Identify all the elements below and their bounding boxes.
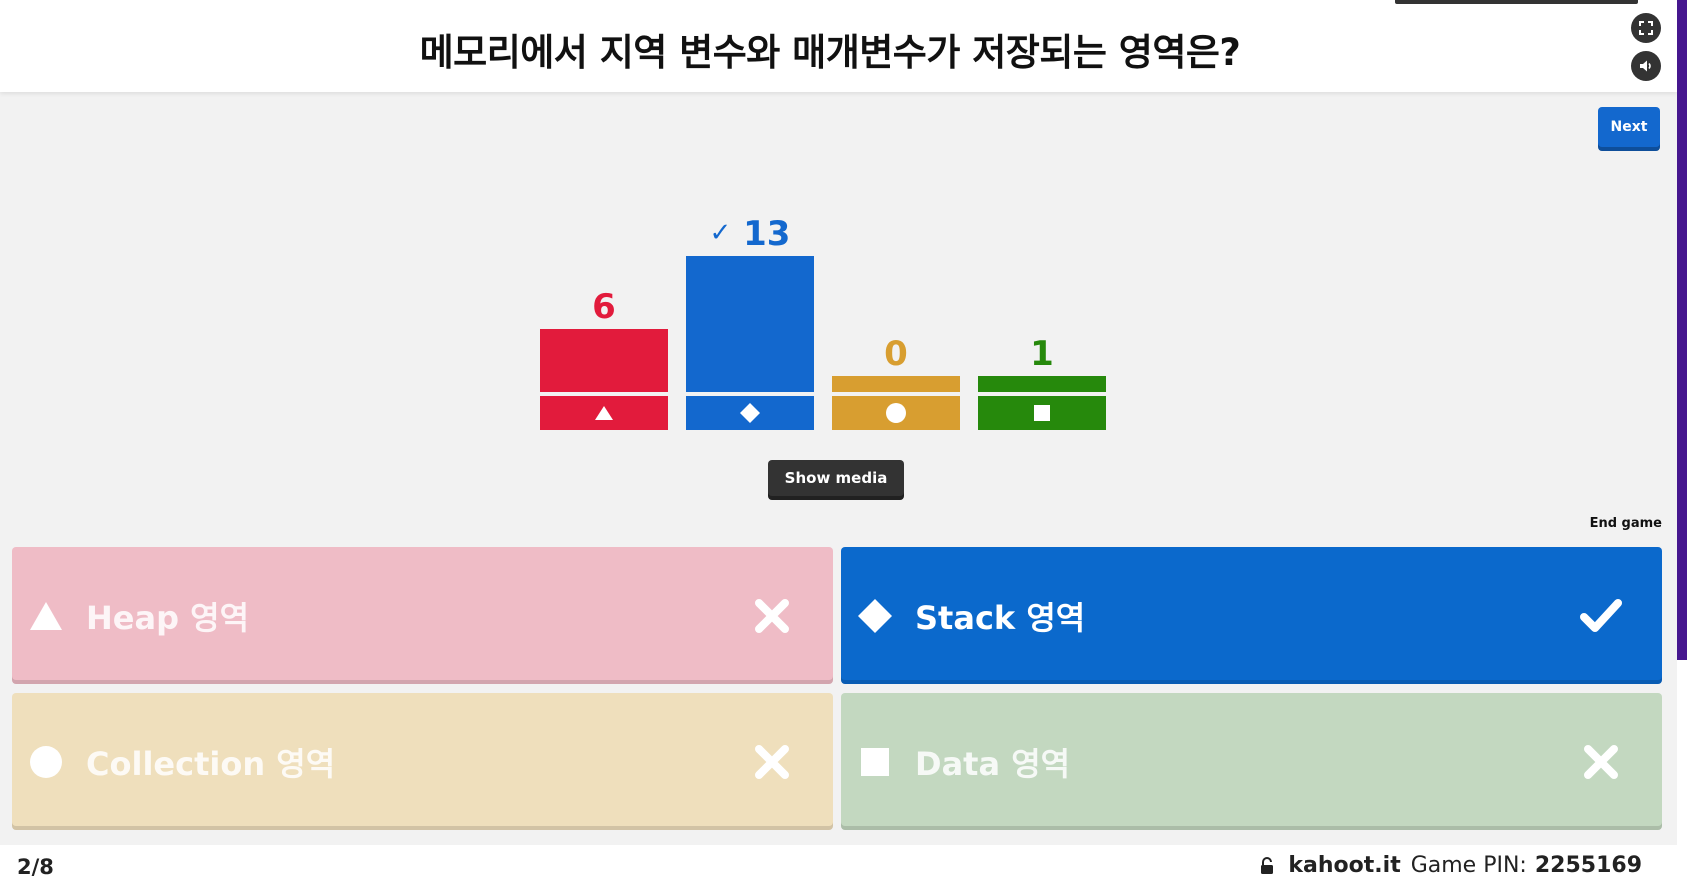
diamond-icon xyxy=(855,596,895,636)
end-game-link[interactable]: End game xyxy=(1589,516,1662,531)
answer-stack: Stack 영역 xyxy=(841,547,1662,684)
answer-label: Heap 영역 xyxy=(86,598,250,637)
sound-button[interactable] xyxy=(1631,51,1661,81)
answer-data: Data 영역 xyxy=(841,693,1662,830)
bar-triangle xyxy=(540,329,668,392)
diamond-icon xyxy=(686,396,814,430)
game-pin-area: kahoot.it Game PIN: 2255169 xyxy=(1260,853,1642,878)
answer-results-chart: 6 ✓ 13 0 1 xyxy=(540,200,1140,440)
bar-square xyxy=(978,376,1106,392)
answer-heap: Heap 영역 xyxy=(12,547,833,684)
square-icon xyxy=(855,742,895,782)
bar-column-square: 1 xyxy=(978,332,1106,430)
triangle-icon xyxy=(26,596,66,636)
window-edge-strip xyxy=(1677,0,1687,660)
cross-icon xyxy=(749,593,795,639)
answer-label: Collection 영역 xyxy=(86,744,336,783)
fullscreen-button[interactable] xyxy=(1631,13,1661,43)
circle-icon xyxy=(832,396,960,430)
lock-icon xyxy=(1260,856,1274,875)
answer-label: Stack 영역 xyxy=(915,598,1086,637)
bar-column-circle: 0 xyxy=(832,332,960,430)
answer-collection: Collection 영역 xyxy=(12,693,833,830)
bar-column-diamond: ✓ 13 xyxy=(686,212,814,430)
circle-icon xyxy=(26,742,66,782)
question-header: 메모리에서 지역 변수와 매개변수가 저장되는 영역은? xyxy=(0,0,1677,92)
question-counter: 2/8 xyxy=(17,855,54,879)
show-media-button[interactable]: Show media xyxy=(768,460,904,500)
pin-label: Game PIN: xyxy=(1410,853,1527,878)
cross-icon xyxy=(749,739,795,785)
bar-count-circle: 0 xyxy=(884,334,908,374)
bar-count-square: 1 xyxy=(1030,334,1054,374)
bar-circle xyxy=(832,376,960,392)
fullscreen-icon xyxy=(1639,21,1653,35)
bar-count-diamond: ✓ 13 xyxy=(709,214,791,254)
window-edge-lower xyxy=(1677,660,1687,887)
speaker-icon xyxy=(1640,60,1651,72)
question-title: 메모리에서 지역 변수와 매개변수가 저장되는 영역은? xyxy=(419,31,1241,74)
bar-diamond xyxy=(686,256,814,392)
triangle-icon xyxy=(540,396,668,430)
cross-icon xyxy=(1578,739,1624,785)
top-indicator-bar xyxy=(1395,0,1638,4)
square-icon xyxy=(978,396,1106,430)
footer-bar: 2/8 kahoot.it Game PIN: 2255169 xyxy=(0,845,1677,887)
bar-count-triangle: 6 xyxy=(592,287,616,327)
site-name: kahoot.it xyxy=(1288,853,1401,878)
check-icon xyxy=(1578,593,1624,639)
next-button[interactable]: Next xyxy=(1598,107,1660,151)
answer-label: Data 영역 xyxy=(915,744,1071,783)
pin-value: 2255169 xyxy=(1534,853,1642,878)
bar-column-triangle: 6 xyxy=(540,285,668,430)
